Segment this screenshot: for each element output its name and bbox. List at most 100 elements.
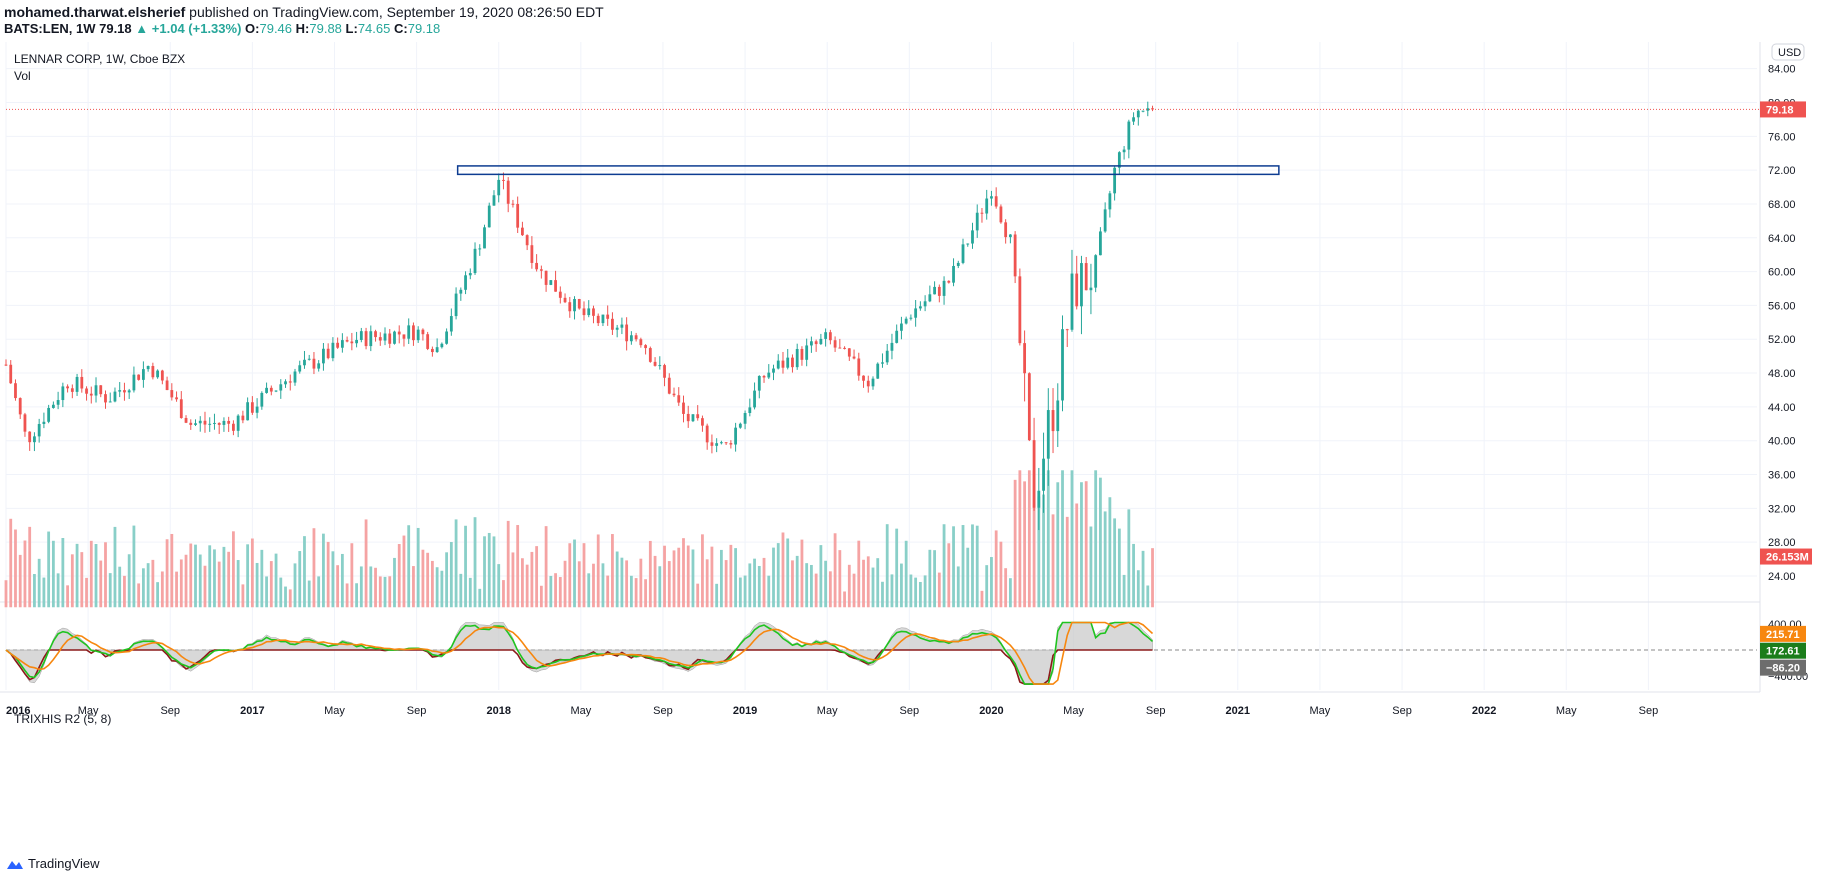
candle-body: [639, 339, 643, 346]
candle-body: [947, 280, 951, 283]
candle-body: [890, 342, 894, 351]
volume-bar: [1084, 481, 1088, 608]
candle-body: [269, 387, 273, 392]
volume-bar: [577, 561, 581, 608]
tradingview-logo-icon: [7, 860, 23, 869]
volume-bar: [819, 545, 823, 608]
candle-body: [563, 297, 567, 303]
volume-bar: [1023, 481, 1027, 608]
candle-body: [213, 422, 216, 424]
volume-bar: [667, 561, 671, 608]
volume-bar: [421, 549, 425, 608]
candle-body: [393, 331, 396, 344]
volume-bar: [918, 581, 922, 608]
candle-body: [606, 314, 610, 319]
candle-body: [667, 377, 671, 394]
candle-body: [66, 386, 69, 389]
published-text: published on TradingView.com, September …: [189, 4, 604, 20]
trix-badge-green-bg: [1760, 642, 1806, 659]
volume-bar: [459, 573, 463, 608]
volume-bar: [1004, 568, 1008, 608]
candle-body: [388, 333, 392, 344]
volume-bar: [592, 563, 595, 608]
candle-body: [966, 243, 970, 245]
volume-bar: [99, 560, 103, 608]
volume-bar: [985, 565, 989, 608]
chart-overlay: [6, 108, 1760, 176]
volume-bar: [236, 560, 240, 608]
candle-body: [175, 397, 178, 400]
candle-body: [232, 423, 235, 431]
time-tick-label: 2017: [240, 705, 264, 717]
candle-body: [696, 414, 700, 419]
candle-body: [516, 203, 520, 228]
price-tick-label: 84.00: [1768, 64, 1796, 76]
candle-body: [402, 334, 406, 339]
candle-body: [1070, 273, 1074, 330]
candle-body: [28, 431, 32, 443]
candle-body: [464, 275, 467, 290]
volume-bar: [75, 543, 79, 608]
candle-body: [369, 331, 373, 347]
candle-body: [483, 227, 486, 249]
chart-canvas[interactable]: 24.00 28.00 32.00 36.00 40.00 44.00 48.00 52.00…: [0, 42, 1828, 862]
volume-bar: [104, 542, 107, 608]
candle-body: [350, 341, 354, 344]
candle-body: [288, 381, 292, 383]
volume-bar: [255, 562, 259, 608]
candle-body: [691, 414, 695, 422]
candle-body: [1146, 108, 1150, 111]
volume-bar: [412, 566, 415, 608]
price-tick-label: 68.00: [1768, 199, 1796, 211]
candle-body: [170, 390, 174, 398]
time-tick-label: 2016: [6, 705, 30, 717]
candle-body: [1018, 276, 1022, 344]
candle-body: [478, 248, 482, 250]
volume-bar: [862, 559, 865, 608]
candle-body: [629, 335, 633, 342]
volume-bar: [312, 528, 316, 608]
candle-body: [648, 348, 652, 362]
volume-bar: [710, 546, 714, 608]
trix-badge-orange-bg: [1760, 625, 1806, 642]
time-tick-label: May: [1310, 705, 1331, 717]
volume-bar: [530, 551, 534, 608]
volume-bar: [729, 544, 733, 608]
candle-body: [999, 206, 1003, 223]
candle-body: [568, 302, 572, 312]
volume-bar: [582, 543, 586, 608]
volume-bar: [127, 554, 131, 608]
volume-bar: [1075, 503, 1079, 608]
volume-bar: [1013, 479, 1017, 608]
author-name[interactable]: mohamed.tharwat.elsherief: [4, 4, 186, 20]
volume-bar: [123, 575, 126, 608]
time-tick-label: May: [1063, 705, 1084, 717]
volume-bar: [1103, 511, 1107, 608]
volume-bar: [847, 564, 851, 608]
volume-bar: [146, 563, 150, 608]
volume-bar: [956, 566, 960, 608]
candle-body: [1037, 490, 1041, 508]
volume-bar: [909, 574, 913, 608]
footer-brand[interactable]: TradingView: [28, 856, 100, 871]
candle-body: [843, 347, 846, 349]
candle-body: [184, 417, 188, 423]
candle-body: [80, 376, 84, 389]
volume-bar: [293, 563, 297, 608]
candle-body: [847, 348, 851, 357]
volume-bar: [1117, 528, 1121, 608]
volume-bar: [866, 556, 870, 608]
candle-body: [904, 318, 908, 324]
candle-body: [549, 280, 553, 285]
price-tick-label: 76.00: [1768, 131, 1796, 143]
volume-bar: [1008, 578, 1012, 608]
candle-body: [810, 341, 813, 346]
volume-bar: [449, 542, 453, 608]
volume-bar: [554, 573, 557, 608]
trix-indicator: [5, 621, 1757, 685]
volume-bar: [615, 551, 619, 608]
candle-body: [37, 423, 41, 437]
candle-body: [715, 443, 719, 446]
candle-body: [753, 390, 756, 408]
candle-body: [1023, 343, 1027, 374]
